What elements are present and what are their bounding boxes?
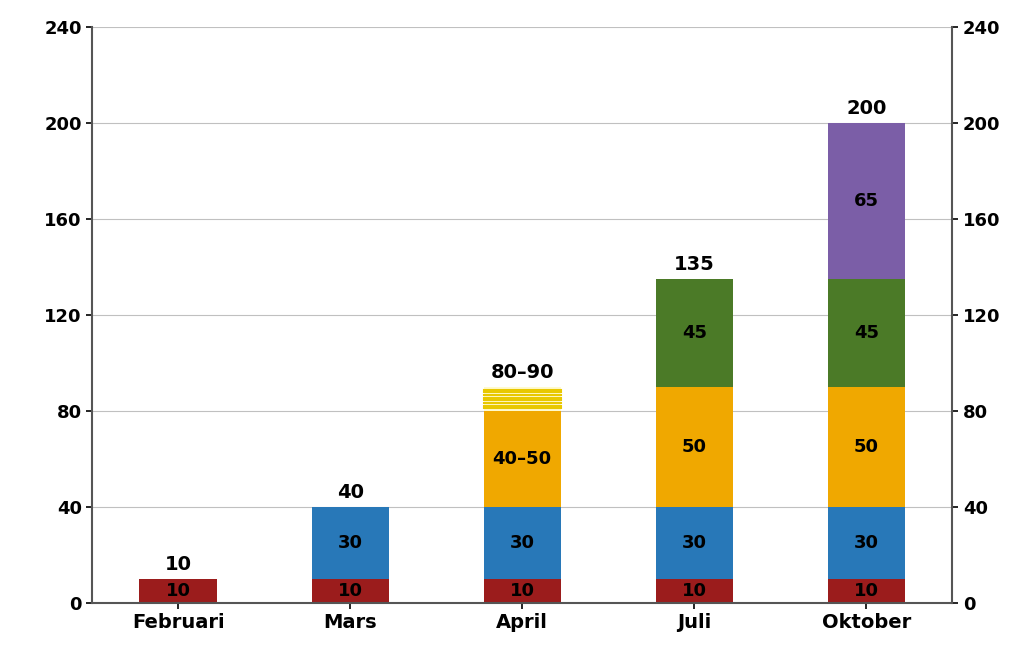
Bar	[827, 279, 905, 387]
Bar	[139, 579, 217, 603]
Text: 135: 135	[674, 255, 715, 274]
Bar	[827, 123, 905, 279]
Bar	[827, 579, 905, 603]
Text: 10: 10	[682, 582, 707, 600]
Text: 30: 30	[510, 534, 535, 552]
Text: 10: 10	[510, 582, 535, 600]
Text: 10: 10	[338, 582, 362, 600]
Bar	[311, 579, 389, 603]
Bar	[483, 387, 561, 411]
Bar	[311, 507, 389, 579]
Bar	[655, 579, 733, 603]
Text: 45: 45	[854, 324, 879, 342]
Bar	[827, 387, 905, 507]
Text: 40: 40	[337, 483, 364, 502]
Text: 50: 50	[682, 438, 707, 456]
Text: 30: 30	[854, 534, 879, 552]
Bar	[655, 387, 733, 507]
Text: 30: 30	[682, 534, 707, 552]
Bar	[655, 507, 733, 579]
Text: 10: 10	[165, 555, 191, 574]
Text: 10: 10	[166, 582, 190, 600]
Text: 40–50: 40–50	[493, 450, 552, 468]
Bar	[655, 279, 733, 387]
Bar	[483, 579, 561, 603]
Bar	[827, 507, 905, 579]
Text: 50: 50	[854, 438, 879, 456]
Text: 45: 45	[682, 324, 707, 342]
Text: 65: 65	[854, 192, 879, 210]
Text: 30: 30	[338, 534, 362, 552]
Text: 200: 200	[846, 99, 887, 118]
Bar	[483, 411, 561, 507]
Text: 80–90: 80–90	[490, 363, 554, 382]
Bar	[483, 507, 561, 579]
Text: 10: 10	[854, 582, 879, 600]
